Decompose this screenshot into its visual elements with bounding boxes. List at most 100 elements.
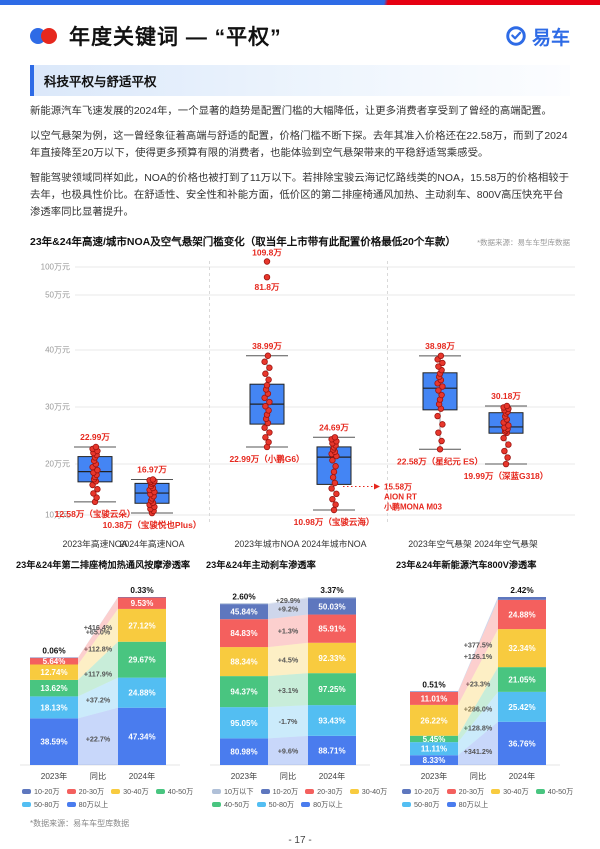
legend-swatch-icon — [349, 789, 359, 795]
svg-text:15.58万: 15.58万 — [384, 482, 412, 491]
svg-text:19.99万（深蓝G318）: 19.99万（深蓝G318） — [464, 471, 549, 481]
svg-text:2023年: 2023年 — [421, 771, 447, 781]
svg-text:-1.7%: -1.7% — [279, 717, 298, 726]
svg-text:109.8万: 109.8万 — [252, 247, 282, 257]
svg-text:13.62%: 13.62% — [40, 684, 67, 693]
svg-text:88.71%: 88.71% — [318, 746, 345, 755]
legend-item-20-30万: 20-30万 — [66, 786, 105, 797]
svg-text:2023年: 2023年 — [41, 771, 67, 781]
box-group-2023年空气悬架: 38.98万 22.58万（星纪元 ES） 2023年空气悬架 — [397, 341, 483, 549]
svg-text:同比: 同比 — [470, 771, 486, 781]
svg-text:0.33%: 0.33% — [130, 586, 154, 595]
svg-text:22.99万（小鹏G6）: 22.99万（小鹏G6） — [229, 454, 304, 464]
legend-label: 30-40万 — [123, 786, 149, 796]
legend-label: 10-20万 — [272, 786, 299, 796]
page-number: - 17 - — [288, 834, 312, 846]
legend-label: 40-50万 — [547, 786, 574, 796]
body-paragraph-3: 智能驾驶领域同样如此，NOA的价格也被打到了11万以下。若排除宝骏云海记忆路线类… — [30, 172, 570, 218]
svg-text:+377.5%: +377.5% — [464, 640, 493, 649]
legend-swatch-icon — [212, 802, 221, 808]
legend-swatch-icon — [256, 802, 266, 808]
seat-heating-chart-block: 23年&24年第二排座椅加热通风按摩渗透率 38.59% 47.34% +22.7%… — [14, 557, 200, 810]
svg-text:2023年城市NOA: 2023年城市NOA — [234, 538, 299, 549]
legend-item-50-80万: 50-80万 — [22, 800, 60, 810]
legend-item-50-80万: 50-80万 — [256, 799, 295, 810]
svg-text:5.45%: 5.45% — [423, 735, 446, 744]
noa-boxplot-chart: 100万元 50万元 40万元 30万元 20万元 10万元 22.99万 12.58万（宝骏… — [41, 247, 575, 549]
v800-chart-legend: 10-20万 20-30万 30-40万 40-50万 50-80万 80万以上 — [402, 787, 580, 810]
svg-text:22.99万: 22.99万 — [80, 432, 110, 442]
svg-text:2023年高速NOA: 2023年高速NOA — [62, 538, 127, 549]
svg-text:2024年空气悬架: 2024年空气悬架 — [474, 538, 538, 549]
legend-swatch-icon — [402, 789, 411, 795]
svg-text:88.34%: 88.34% — [230, 657, 257, 666]
svg-text:3.37%: 3.37% — [320, 586, 344, 595]
page-header: 年度关键词 — “平权” 易车 — [0, 5, 600, 51]
legend-item-30-40万: 30-40万 — [491, 787, 529, 797]
svg-text:47.34%: 47.34% — [128, 732, 155, 741]
svg-text:36.76%: 36.76% — [508, 739, 535, 748]
svg-text:24.69万: 24.69万 — [319, 422, 349, 432]
svg-text:+37.2%: +37.2% — [86, 695, 111, 704]
svg-text:2.60%: 2.60% — [232, 592, 256, 601]
legend-item-50-80万: 50-80万 — [402, 800, 440, 810]
svg-text:50.03%: 50.03% — [318, 602, 345, 611]
box-group-2023年城市NOA: 109.8万 81.8万 38.99万 22.99万（小鹏G6） 2023年城市NOA — [229, 247, 304, 548]
legend-label: 50-80万 — [34, 799, 60, 809]
svg-text:10.38万（宝骏悦也Plus）: 10.38万（宝骏悦也Plus） — [103, 520, 202, 530]
svg-text:+9.2%: +9.2% — [278, 604, 299, 613]
svg-text:32.34%: 32.34% — [508, 644, 535, 653]
legend-label: 40-50万 — [167, 786, 194, 796]
body-paragraph-1: 新能源汽车飞速发展的2024年，一个显著的趋势是配置门槛的大幅降低，让更多消费者… — [30, 106, 552, 117]
legend-label: 20-30万 — [317, 786, 343, 796]
svg-text:97.25%: 97.25% — [318, 685, 345, 694]
legend-label: 20-30万 — [78, 786, 105, 796]
legend-item-40-50万: 40-50万 — [155, 786, 194, 797]
svg-text:+286.0%: +286.0% — [464, 704, 493, 713]
svg-text:100万元: 100万元 — [41, 262, 70, 271]
svg-text:+341.2%: +341.2% — [464, 747, 493, 756]
svg-text:12.74%: 12.74% — [40, 668, 67, 677]
legend-item-40-50万: 40-50万 — [212, 800, 250, 810]
legend-item-80万以上: 80万以上 — [446, 800, 488, 810]
svg-text:10.98万（宝骏云海）: 10.98万（宝骏云海） — [294, 517, 375, 527]
svg-text:2024年高速NOA: 2024年高速NOA — [119, 538, 184, 549]
aeb-chart-legend: 10万以下 10-20万 20-30万 30-40万 40-50万 50-80万 80万以上 — [212, 787, 390, 810]
legend-item-10万以下: 10万以下 — [212, 787, 254, 797]
brand-logo[interactable]: 易车 — [505, 23, 570, 50]
legend-item-30-40万: 30-40万 — [111, 787, 149, 797]
legend-item-80万以上: 80万以上 — [66, 799, 109, 810]
legend-item-10-20万: 10-20万 — [402, 787, 440, 797]
svg-text:5.64%: 5.64% — [43, 657, 66, 666]
svg-text:11.11%: 11.11% — [421, 744, 447, 753]
legend-label: 80万以上 — [78, 799, 109, 809]
svg-text:AION RT: AION RT — [384, 492, 417, 501]
legend-swatch-icon — [212, 789, 221, 795]
aeb-chart-title: 23年&24年主动刹车渗透率 — [206, 559, 316, 570]
penetration-charts-row: 23年&24年第二排座椅加热通风按摩渗透率 38.59% 47.34% +22.7%… — [0, 553, 600, 810]
svg-text:2.42%: 2.42% — [510, 586, 534, 595]
svg-text:+416.4%: +416.4% — [84, 623, 113, 632]
svg-text:+29.9%: +29.9% — [276, 596, 301, 605]
legend-item-20-30万: 20-30万 — [305, 787, 343, 797]
svg-text:18.13%: 18.13% — [40, 703, 67, 712]
svg-text:同比: 同比 — [280, 771, 296, 781]
noa-chart-header: 23年&24年高速/城市NOA及空气悬架门槛变化（取当年上市带有此配置价格最低2… — [30, 234, 570, 249]
legend-swatch-icon — [22, 802, 31, 808]
legend-swatch-icon — [155, 789, 165, 795]
v800-chart-block: 23年&24年新能源汽车800V渗透率 8.33% 36.76% +341.2% 11… — [394, 557, 580, 810]
svg-text:38.59%: 38.59% — [40, 737, 67, 746]
svg-text:8.33%: 8.33% — [423, 756, 446, 765]
legend-item-10-20万: 10-20万 — [260, 786, 299, 797]
svg-text:92.33%: 92.33% — [318, 654, 345, 663]
yiche-logo-icon — [506, 26, 526, 46]
legend-label: 40-50万 — [224, 799, 250, 809]
svg-text:45.84%: 45.84% — [230, 607, 257, 616]
svg-text:2024年: 2024年 — [509, 771, 535, 781]
legend-label: 50-80万 — [268, 799, 295, 809]
section-header: 科技平权与舒适平权 — [30, 65, 570, 96]
svg-text:38.99万: 38.99万 — [252, 340, 282, 350]
svg-text:2024年: 2024年 — [319, 771, 345, 781]
